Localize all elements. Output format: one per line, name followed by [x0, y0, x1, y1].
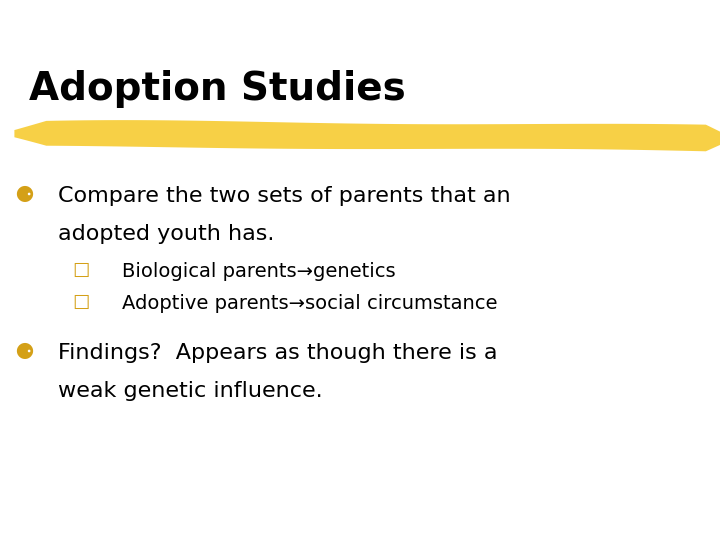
Text: ⚈: ⚈: [14, 343, 35, 363]
Text: Biological parents→genetics: Biological parents→genetics: [122, 262, 396, 281]
Text: ☐: ☐: [72, 262, 89, 281]
Text: Adoption Studies: Adoption Studies: [29, 70, 405, 108]
Text: ☐: ☐: [72, 294, 89, 313]
Polygon shape: [14, 120, 720, 151]
Text: Findings?  Appears as though there is a: Findings? Appears as though there is a: [58, 343, 497, 363]
Text: adopted youth has.: adopted youth has.: [58, 224, 274, 244]
Text: weak genetic influence.: weak genetic influence.: [58, 381, 323, 401]
Text: ⚈: ⚈: [14, 186, 35, 206]
Text: Adoptive parents→social circumstance: Adoptive parents→social circumstance: [122, 294, 498, 313]
Text: Compare the two sets of parents that an: Compare the two sets of parents that an: [58, 186, 510, 206]
